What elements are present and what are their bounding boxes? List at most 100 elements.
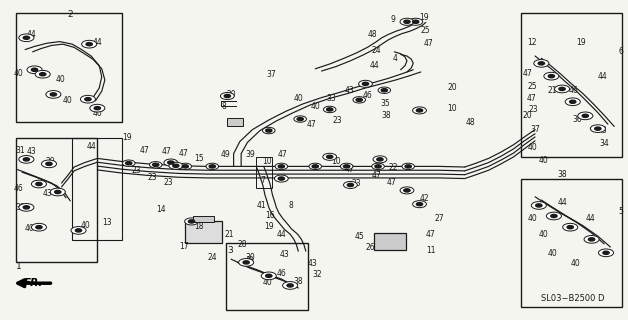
Bar bbox=[16, 138, 97, 262]
Circle shape bbox=[294, 116, 306, 122]
Text: 46: 46 bbox=[363, 91, 373, 100]
Text: 44: 44 bbox=[93, 38, 103, 47]
Circle shape bbox=[46, 91, 61, 98]
Circle shape bbox=[27, 66, 42, 74]
Text: 23: 23 bbox=[148, 173, 157, 182]
Text: 6: 6 bbox=[619, 47, 624, 56]
Text: 15: 15 bbox=[195, 154, 204, 163]
Text: 14: 14 bbox=[156, 205, 165, 214]
Circle shape bbox=[567, 226, 573, 229]
Text: FR.: FR. bbox=[24, 278, 43, 288]
Circle shape bbox=[75, 229, 82, 232]
Text: 37: 37 bbox=[267, 70, 277, 79]
Text: 47: 47 bbox=[372, 171, 382, 180]
Bar bbox=[16, 13, 122, 122]
Text: 40: 40 bbox=[25, 224, 35, 233]
Circle shape bbox=[278, 177, 284, 180]
Circle shape bbox=[416, 109, 423, 112]
Circle shape bbox=[36, 226, 42, 229]
Text: 40: 40 bbox=[539, 230, 549, 239]
Text: 25: 25 bbox=[528, 82, 537, 91]
Circle shape bbox=[536, 204, 542, 207]
Circle shape bbox=[274, 175, 288, 182]
Text: 40: 40 bbox=[548, 249, 558, 258]
Text: 23: 23 bbox=[132, 166, 141, 175]
Text: 49: 49 bbox=[221, 150, 231, 159]
Text: 33: 33 bbox=[327, 94, 337, 103]
Text: 47: 47 bbox=[306, 120, 317, 129]
Circle shape bbox=[36, 182, 42, 186]
Text: 46: 46 bbox=[276, 269, 286, 278]
Circle shape bbox=[86, 43, 92, 46]
Text: 44: 44 bbox=[369, 61, 379, 70]
Circle shape bbox=[287, 284, 293, 287]
Text: 40: 40 bbox=[311, 102, 321, 111]
Circle shape bbox=[206, 163, 219, 170]
Circle shape bbox=[404, 20, 410, 23]
Text: 21: 21 bbox=[225, 230, 234, 239]
Text: 43: 43 bbox=[279, 250, 290, 259]
Text: 36: 36 bbox=[573, 115, 583, 124]
Circle shape bbox=[188, 220, 195, 223]
Text: 46: 46 bbox=[568, 86, 578, 95]
Circle shape bbox=[185, 218, 198, 225]
Text: 41: 41 bbox=[256, 201, 266, 210]
Bar bbox=[185, 221, 222, 243]
Circle shape bbox=[373, 156, 387, 163]
Circle shape bbox=[590, 125, 605, 132]
Circle shape bbox=[46, 162, 52, 165]
Text: 4: 4 bbox=[392, 54, 398, 63]
Text: 47: 47 bbox=[344, 165, 354, 174]
Circle shape bbox=[402, 163, 414, 170]
Text: 38: 38 bbox=[16, 203, 25, 212]
Text: 23: 23 bbox=[163, 178, 173, 187]
Text: 10: 10 bbox=[447, 104, 457, 113]
Text: 43: 43 bbox=[43, 189, 53, 198]
Circle shape bbox=[570, 100, 576, 103]
Circle shape bbox=[584, 236, 599, 243]
Text: 19: 19 bbox=[264, 222, 273, 231]
Text: 43: 43 bbox=[344, 86, 354, 95]
Circle shape bbox=[356, 98, 362, 101]
Text: 20: 20 bbox=[447, 83, 457, 92]
Text: 10: 10 bbox=[332, 157, 341, 166]
Text: 17: 17 bbox=[179, 242, 188, 251]
Text: SL03−B2500 D: SL03−B2500 D bbox=[541, 294, 605, 303]
Text: 43: 43 bbox=[598, 126, 608, 135]
Circle shape bbox=[582, 114, 588, 117]
Text: 40: 40 bbox=[55, 75, 65, 84]
Text: 40: 40 bbox=[528, 214, 538, 223]
Circle shape bbox=[538, 62, 544, 65]
Circle shape bbox=[551, 214, 557, 218]
Text: 46: 46 bbox=[14, 184, 24, 193]
Circle shape bbox=[323, 106, 336, 113]
Circle shape bbox=[312, 165, 318, 168]
Text: 47: 47 bbox=[179, 149, 189, 158]
Text: 44: 44 bbox=[276, 230, 286, 239]
Circle shape bbox=[359, 80, 372, 87]
Text: 21: 21 bbox=[548, 86, 557, 95]
Circle shape bbox=[563, 223, 578, 231]
Circle shape bbox=[50, 188, 65, 196]
Circle shape bbox=[377, 158, 383, 161]
Text: 12: 12 bbox=[528, 38, 537, 47]
Text: 1: 1 bbox=[16, 262, 21, 271]
Circle shape bbox=[340, 163, 353, 170]
Text: 47: 47 bbox=[426, 230, 436, 239]
Circle shape bbox=[164, 159, 178, 166]
Text: 40: 40 bbox=[80, 221, 90, 230]
Text: 45: 45 bbox=[355, 232, 365, 241]
Circle shape bbox=[603, 251, 609, 254]
Circle shape bbox=[55, 190, 61, 194]
Circle shape bbox=[31, 180, 46, 188]
Circle shape bbox=[266, 129, 272, 132]
Circle shape bbox=[40, 73, 46, 76]
Text: 40: 40 bbox=[245, 256, 255, 265]
Circle shape bbox=[381, 89, 387, 92]
Text: 40: 40 bbox=[63, 96, 73, 105]
Circle shape bbox=[31, 223, 46, 231]
Circle shape bbox=[275, 163, 288, 170]
Text: 40: 40 bbox=[14, 69, 24, 78]
Text: 38: 38 bbox=[294, 277, 303, 286]
Text: 23: 23 bbox=[352, 179, 361, 188]
